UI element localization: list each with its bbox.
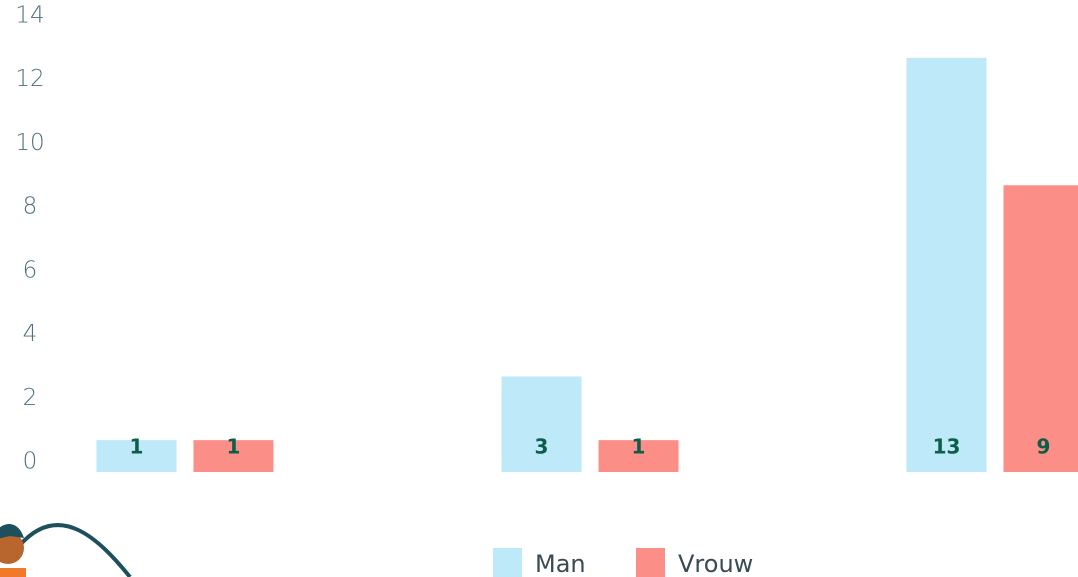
value-label: 1	[632, 435, 646, 459]
bar	[1004, 185, 1078, 472]
legend-swatch	[493, 548, 522, 577]
value-label: 13	[933, 435, 961, 459]
y-tick-label: 0	[23, 449, 38, 475]
y-tick-label: 12	[15, 66, 44, 92]
value-label: 1	[227, 435, 241, 459]
y-tick-label: 8	[23, 194, 38, 220]
y-tick-label: 4	[23, 321, 38, 347]
y-tick-label: 2	[23, 385, 38, 411]
legend-swatch	[636, 548, 665, 577]
legend-label: Vrouw	[678, 550, 753, 577]
chart: 024681012141131139ManVrouw	[0, 0, 1078, 577]
y-tick-label: 14	[15, 3, 44, 29]
value-label: 3	[535, 435, 549, 459]
legend-label: Man	[535, 550, 586, 577]
y-tick-label: 10	[15, 130, 44, 156]
y-tick-label: 6	[23, 257, 38, 283]
bar	[907, 58, 987, 472]
value-label: 9	[1037, 435, 1051, 459]
illustration	[0, 524, 130, 577]
value-label: 1	[130, 435, 144, 459]
